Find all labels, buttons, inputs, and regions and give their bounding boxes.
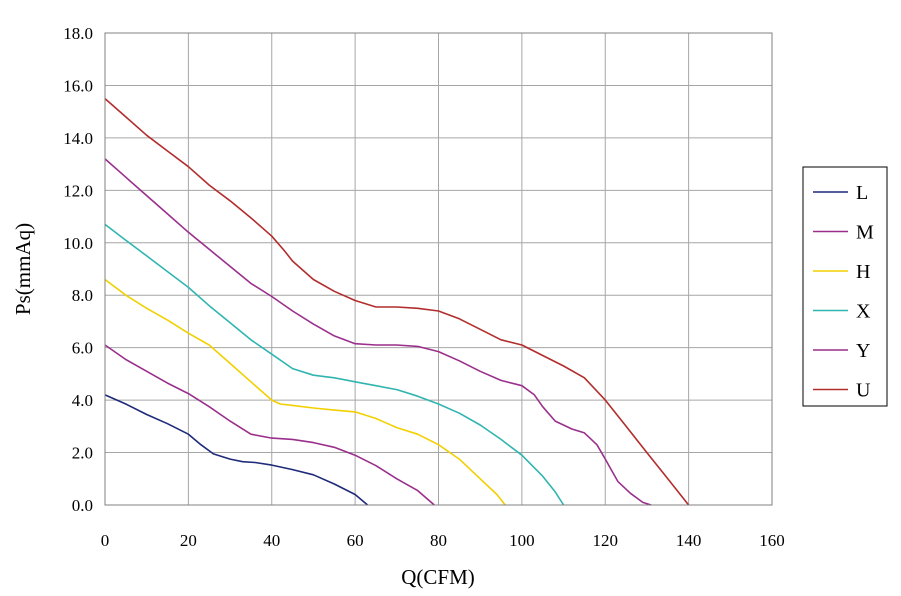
y-tick-label: 6.0 bbox=[72, 339, 93, 358]
legend-label-L: L bbox=[856, 182, 868, 204]
y-tick-label: 12.0 bbox=[63, 181, 93, 200]
legend-label-Y: Y bbox=[856, 340, 870, 362]
series-line-H bbox=[104, 278, 506, 506]
y-tick-label: 18.0 bbox=[63, 24, 93, 43]
plot-frame bbox=[104, 32, 773, 506]
series-line-U bbox=[104, 97, 690, 506]
legend-box bbox=[802, 166, 888, 407]
y-axis-label: Ps(mmAq) bbox=[11, 223, 35, 315]
legend-label-H: H bbox=[856, 261, 870, 283]
legend-label-X: X bbox=[856, 301, 871, 323]
series-lines bbox=[104, 97, 690, 506]
x-tick-label: 120 bbox=[593, 531, 619, 550]
x-tick-labels: 0 20 40 60 80 100 120 140 160 bbox=[101, 531, 785, 550]
y-tick-label: 8.0 bbox=[72, 286, 93, 305]
y-tick-label: 10.0 bbox=[63, 234, 93, 253]
x-tick-label: 0 bbox=[101, 531, 110, 550]
y-tick-labels: 0.0 2.0 4.0 6.0 8.0 10.0 12.0 14.0 16.0 18.0 bbox=[63, 24, 93, 515]
x-tick-label: 160 bbox=[759, 531, 785, 550]
y-tick-label: 4.0 bbox=[72, 391, 93, 410]
x-tick-label: 100 bbox=[509, 531, 535, 550]
legend-label-M: M bbox=[856, 222, 874, 244]
series-line-M bbox=[104, 344, 435, 506]
y-tick-label: 16.0 bbox=[63, 76, 93, 95]
y-tick-label: 0.0 bbox=[72, 496, 93, 515]
x-tick-label: 20 bbox=[180, 531, 197, 550]
x-tick-label: 40 bbox=[263, 531, 280, 550]
x-tick-label: 60 bbox=[347, 531, 364, 550]
x-axis-label: Q(CFM) bbox=[401, 565, 475, 589]
series-line-Y bbox=[104, 158, 652, 506]
y-tick-label: 2.0 bbox=[72, 444, 93, 463]
y-tick-label: 14.0 bbox=[63, 129, 93, 148]
x-tick-label: 80 bbox=[430, 531, 447, 550]
legend-label-U: U bbox=[856, 380, 871, 402]
x-tick-label: 140 bbox=[676, 531, 702, 550]
series-line-X bbox=[104, 223, 565, 506]
series-line-L bbox=[104, 394, 369, 506]
